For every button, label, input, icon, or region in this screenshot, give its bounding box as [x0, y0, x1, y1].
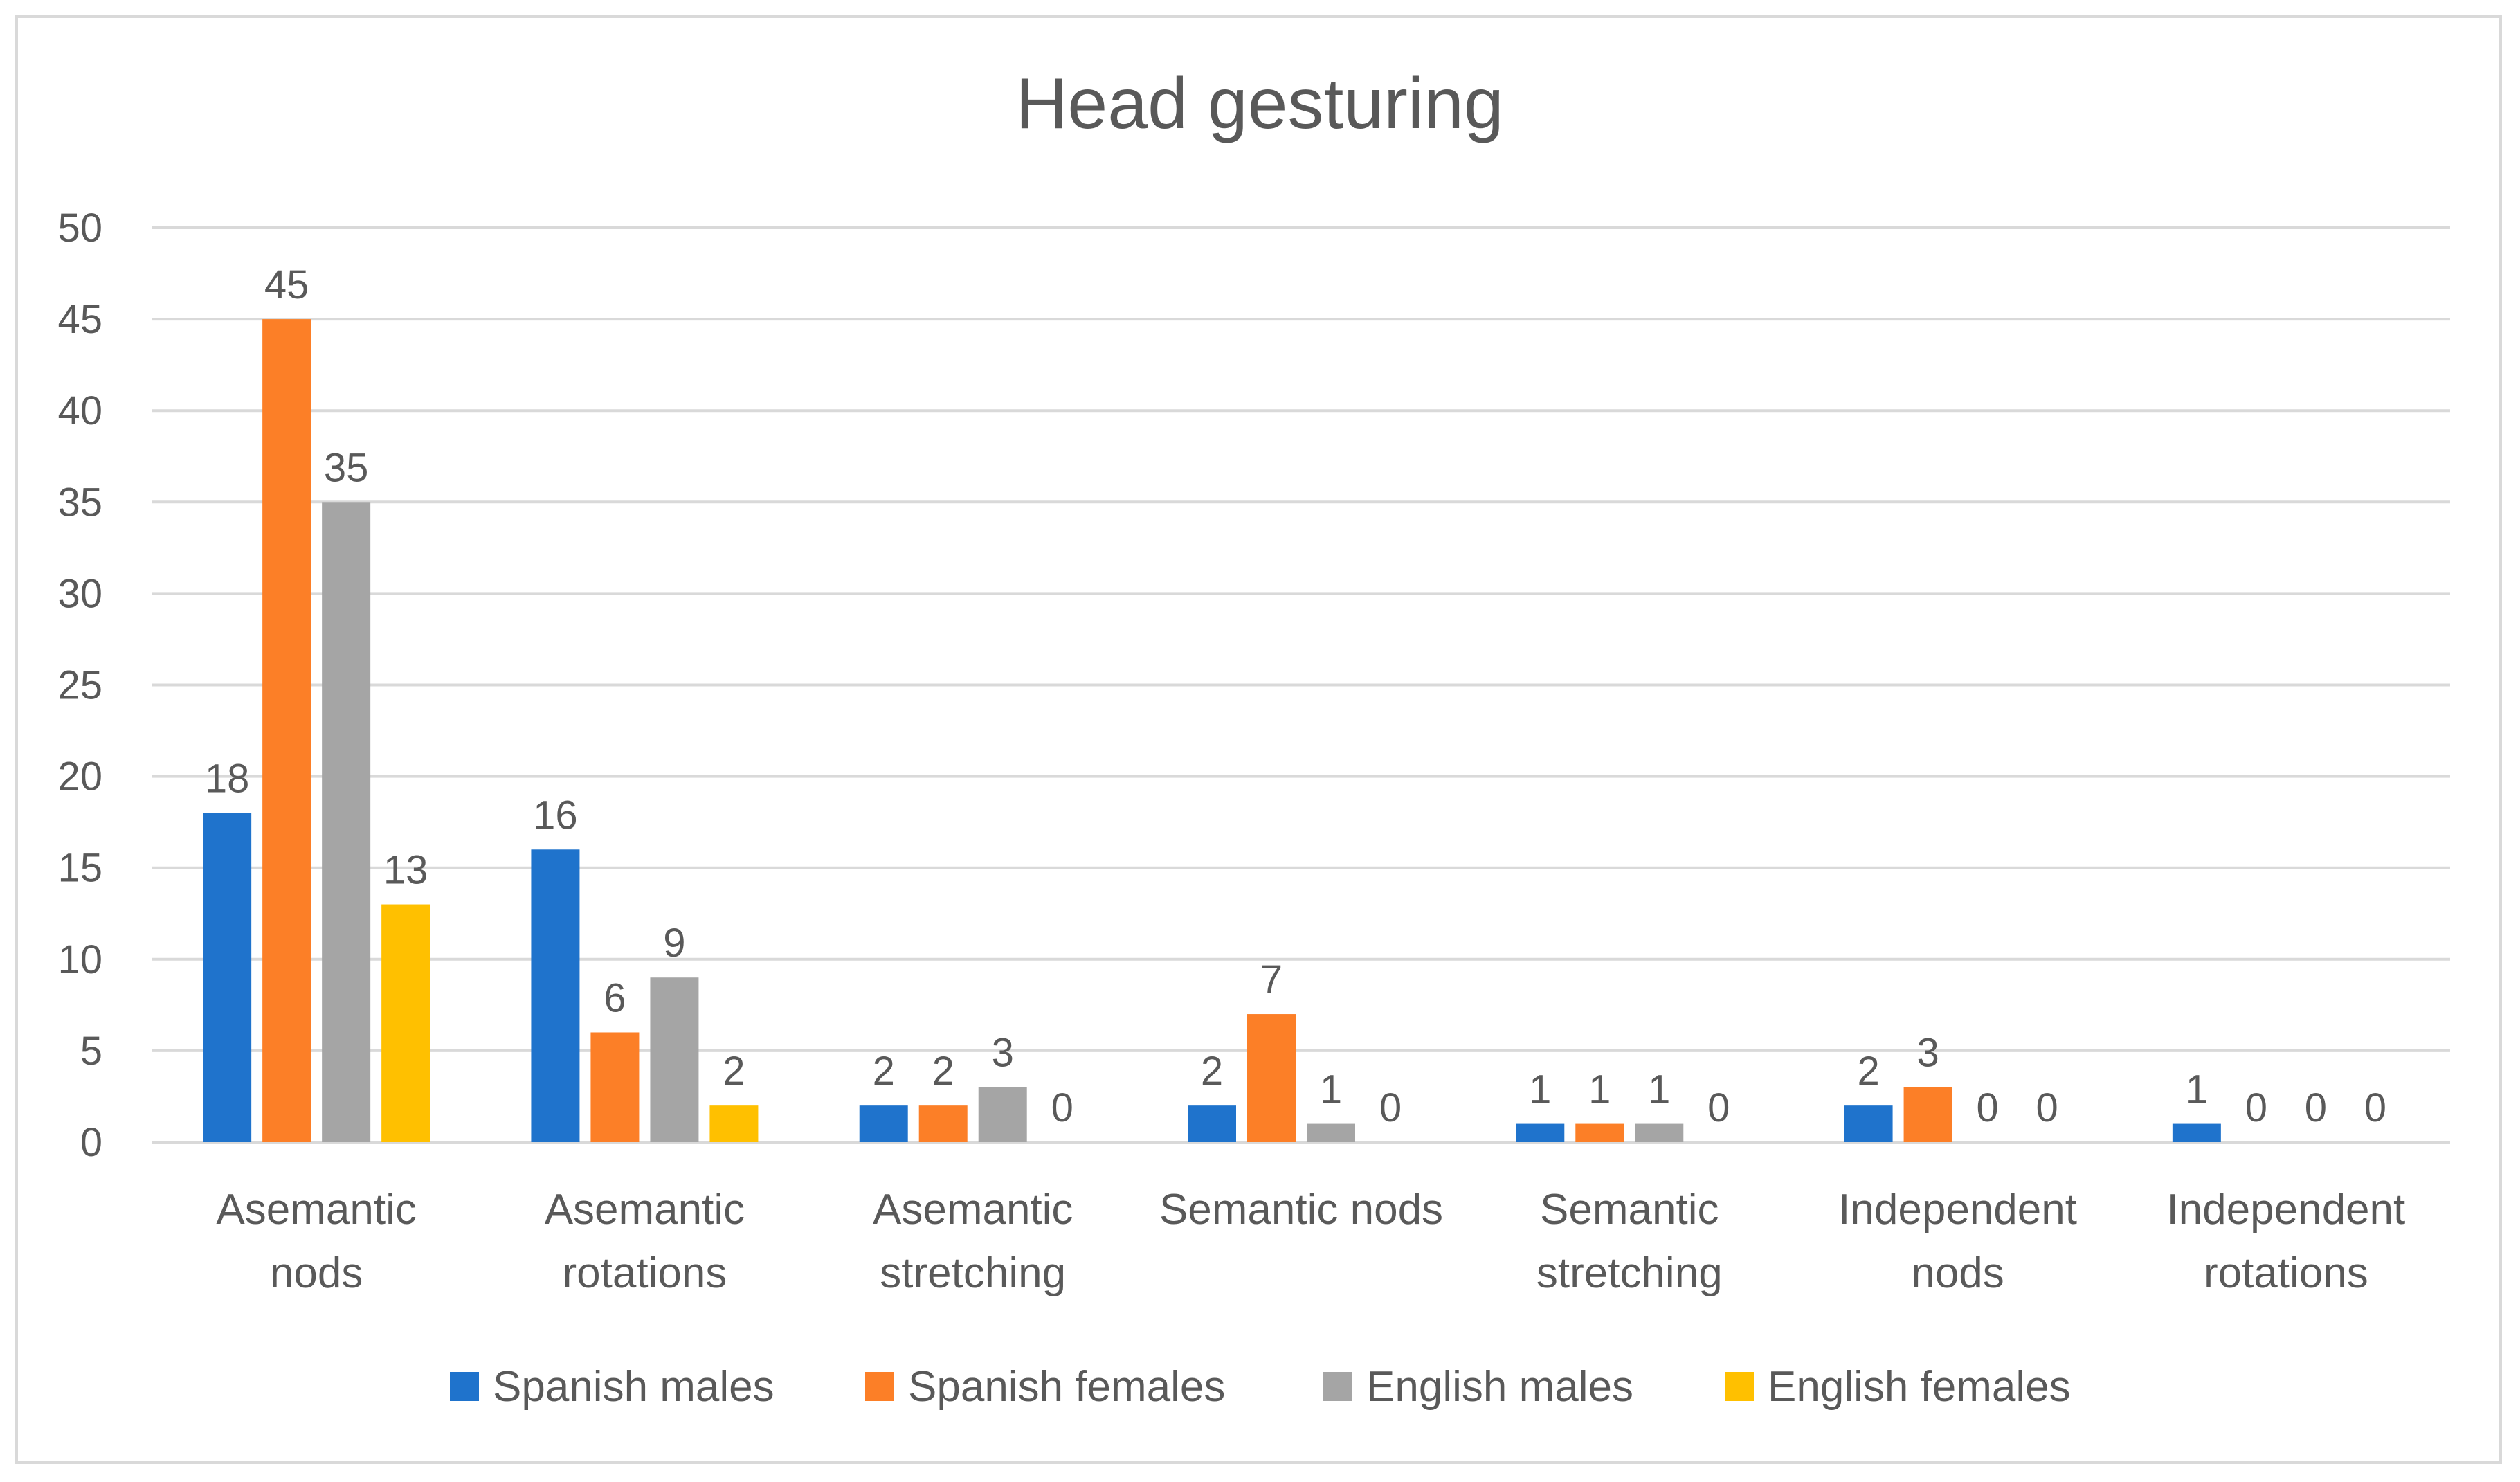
bar [1844, 1105, 1893, 1142]
y-tick-label: 50 [57, 206, 102, 251]
chart-title: Head gesturing [1015, 64, 1503, 144]
y-tick-label: 45 [57, 297, 102, 342]
bar [531, 849, 580, 1142]
bar [1307, 1123, 1355, 1142]
data-label: 0 [1051, 1085, 1073, 1130]
x-tick-label: Independent [1838, 1186, 2077, 1234]
legend: Spanish males Spanish females English male… [450, 1363, 2071, 1411]
bar [203, 813, 252, 1142]
y-tick-label: 5 [80, 1029, 102, 1074]
legend-label: English females [1768, 1363, 2071, 1411]
data-label: 2 [1201, 1049, 1223, 1094]
x-tick-label: Semantic nods [1159, 1186, 1443, 1234]
y-tick-label: 15 [57, 846, 102, 891]
data-label: 13 [383, 848, 428, 893]
legend-swatch [450, 1372, 479, 1401]
data-label: 7 [1260, 957, 1282, 1002]
x-tick-label: Independent [2166, 1186, 2405, 1234]
y-tick-label: 25 [57, 663, 102, 708]
x-tick-label: Asemantic [545, 1186, 745, 1234]
x-tick-label: nods [270, 1249, 363, 1297]
data-label: 0 [2036, 1085, 2058, 1130]
data-label: 3 [1916, 1031, 1939, 1076]
data-label: 0 [2364, 1085, 2386, 1130]
bar [2172, 1123, 2221, 1142]
data-label: 45 [264, 262, 309, 307]
bar [650, 977, 699, 1142]
x-tick-label: stretching [880, 1249, 1066, 1297]
legend-label: English males [1366, 1363, 1633, 1411]
bar [1635, 1123, 1684, 1142]
y-tick-label: 35 [57, 480, 102, 525]
y-tick-label: 30 [57, 571, 102, 616]
x-tick-label: stretching [1537, 1249, 1723, 1297]
data-label: 18 [205, 756, 250, 801]
bar [590, 1032, 640, 1142]
data-label: 9 [663, 921, 685, 966]
data-label: 16 [533, 793, 578, 838]
gridlines [152, 226, 2450, 1144]
bar [1903, 1087, 1952, 1142]
chart-frame [15, 15, 2502, 1464]
data-label: 3 [992, 1031, 1014, 1076]
legend-label: Spanish females [908, 1363, 1225, 1411]
bars [203, 319, 2221, 1143]
x-tick-label: Semantic [1540, 1186, 1719, 1234]
bar [709, 1105, 759, 1142]
data-label: 1 [1529, 1067, 1551, 1112]
y-axis-ticks: 0 5 10 15 20 25 30 35 40 45 50 [57, 206, 102, 1165]
data-label: 0 [2245, 1085, 2267, 1130]
data-label: 0 [2305, 1085, 2327, 1130]
data-label: 0 [1707, 1085, 1730, 1130]
legend-swatch [1323, 1372, 1352, 1401]
bar [918, 1105, 968, 1142]
bar [859, 1105, 908, 1142]
bar [1516, 1123, 1565, 1142]
y-tick-label: 10 [57, 937, 102, 982]
data-label: 0 [1379, 1085, 1402, 1130]
data-label: 1 [2186, 1067, 2208, 1112]
bar [978, 1087, 1027, 1142]
bar [322, 502, 371, 1142]
y-tick-label: 20 [57, 754, 102, 799]
legend-swatch [1725, 1372, 1754, 1401]
legend-swatch [865, 1372, 894, 1401]
x-tick-label: nods [1911, 1249, 2004, 1297]
bar [1247, 1014, 1296, 1142]
data-label: 1 [1320, 1067, 1342, 1112]
y-tick-label: 40 [57, 388, 102, 433]
x-tick-label: Asemantic [873, 1186, 1073, 1234]
data-label: 2 [873, 1049, 895, 1094]
data-label: 2 [932, 1049, 954, 1094]
x-axis-ticks: Asemantic nods Asemantic rotations Asemantic… [216, 1186, 2405, 1297]
data-label: 0 [1976, 1085, 1998, 1130]
bar [381, 904, 430, 1142]
bar [1575, 1123, 1624, 1142]
y-tick-label: 0 [80, 1120, 102, 1165]
data-label: 1 [1648, 1067, 1670, 1112]
data-label: 1 [1588, 1067, 1611, 1112]
data-label: 2 [723, 1049, 745, 1094]
legend-label: Spanish males [493, 1363, 774, 1411]
data-label: 6 [604, 975, 626, 1020]
data-label: 35 [324, 445, 369, 490]
bar [1188, 1105, 1236, 1142]
bar [262, 319, 311, 1143]
x-tick-label: rotations [2204, 1249, 2368, 1297]
x-tick-label: rotations [563, 1249, 727, 1297]
data-label: 2 [1857, 1049, 1879, 1094]
x-tick-label: Asemantic [216, 1186, 416, 1234]
